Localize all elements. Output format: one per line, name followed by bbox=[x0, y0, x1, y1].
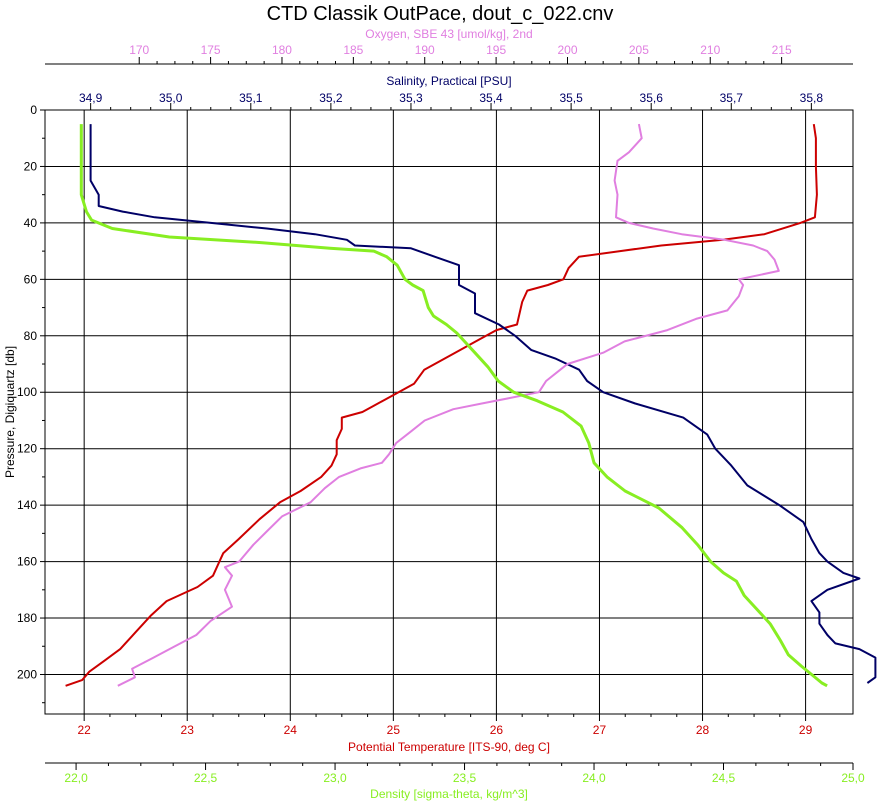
salinity-tick-label: 35,6 bbox=[640, 91, 664, 105]
temperature-axis-label: Potential Temperature [ITS-90, deg C] bbox=[348, 740, 550, 754]
density-tick-label: 24,0 bbox=[582, 771, 606, 785]
density-tick-label: 23,5 bbox=[453, 771, 477, 785]
density-axis-label: Density [sigma-theta, kg/m^3] bbox=[370, 787, 528, 801]
density-tick-label: 22,0 bbox=[64, 771, 88, 785]
series-group bbox=[65, 123, 877, 688]
plot-frame bbox=[44, 109, 854, 715]
salinity-series-line bbox=[89, 124, 877, 684]
oxygen-tick-label: 215 bbox=[772, 43, 792, 57]
y-tick-label: 20 bbox=[24, 159, 38, 173]
salinity-tick-label: 35,1 bbox=[239, 91, 263, 105]
salinity-tick-label: 34,9 bbox=[79, 91, 103, 105]
oxygen-tick-label: 205 bbox=[629, 43, 649, 57]
y-tick-label: 160 bbox=[17, 555, 37, 569]
chart-title: CTD Classik OutPace, dout_c_022.cnv bbox=[267, 3, 614, 25]
oxygen-tick-label: 190 bbox=[415, 43, 435, 57]
temperature-series-line bbox=[65, 123, 818, 687]
density-tick-label: 23,0 bbox=[323, 771, 347, 785]
temperature-tick-label: 24 bbox=[284, 723, 298, 737]
oxygen-tick-label: 170 bbox=[129, 43, 149, 57]
density-series-line bbox=[79, 124, 828, 688]
temperature-tick-label: 26 bbox=[490, 723, 504, 737]
salinity-tick-label: 35,5 bbox=[559, 91, 583, 105]
oxygen-tick-label: 175 bbox=[201, 43, 221, 57]
density-tick-label: 22,5 bbox=[194, 771, 218, 785]
temperature-tick-label: 23 bbox=[181, 723, 195, 737]
temperature-tick-label: 22 bbox=[77, 723, 91, 737]
y-tick-label: 120 bbox=[17, 442, 37, 456]
y-axis-label: Pressure, Digiquartz [db] bbox=[3, 346, 17, 478]
oxygen-tick-label: 195 bbox=[486, 43, 506, 57]
y-tick-label: 100 bbox=[17, 385, 37, 399]
oxygen-tick-label: 200 bbox=[557, 43, 577, 57]
temperature-tick-label: 28 bbox=[696, 723, 710, 737]
salinity-axis-label: Salinity, Practical [PSU] bbox=[386, 74, 511, 88]
oxygen-axis-label: Oxygen, SBE 43 [umol/kg], 2nd bbox=[365, 27, 532, 41]
y-tick-label: 200 bbox=[17, 667, 37, 681]
y-tick-label: 180 bbox=[17, 611, 37, 625]
temperature-tick-label: 25 bbox=[387, 723, 401, 737]
density-tick-label: 24,5 bbox=[712, 771, 736, 785]
temperature-tick-label: 29 bbox=[799, 723, 813, 737]
salinity-tick-label: 35,3 bbox=[399, 91, 423, 105]
y-tick-label: 0 bbox=[30, 103, 37, 117]
axes: 0 20 40 60 80 100 120 140 160 180 200 Pressure, Dig… bbox=[3, 27, 865, 801]
y-tick-label: 80 bbox=[24, 329, 38, 343]
salinity-tick-label: 35,8 bbox=[800, 91, 824, 105]
y-tick-label: 60 bbox=[24, 272, 38, 286]
salinity-tick-label: 35,7 bbox=[720, 91, 744, 105]
temperature-tick-label: 27 bbox=[593, 723, 607, 737]
oxygen-tick-label: 185 bbox=[343, 43, 363, 57]
salinity-tick-label: 35,4 bbox=[479, 91, 503, 105]
grid-lines bbox=[45, 110, 853, 714]
salinity-tick-label: 35,2 bbox=[319, 91, 343, 105]
salinity-tick-label: 35,0 bbox=[159, 91, 183, 105]
y-tick-label: 140 bbox=[17, 498, 37, 512]
oxygen-tick-label: 210 bbox=[700, 43, 720, 57]
oxygen-tick-label: 180 bbox=[272, 43, 292, 57]
density-tick-label: 25,0 bbox=[841, 771, 865, 785]
y-tick-label: 40 bbox=[24, 216, 38, 230]
